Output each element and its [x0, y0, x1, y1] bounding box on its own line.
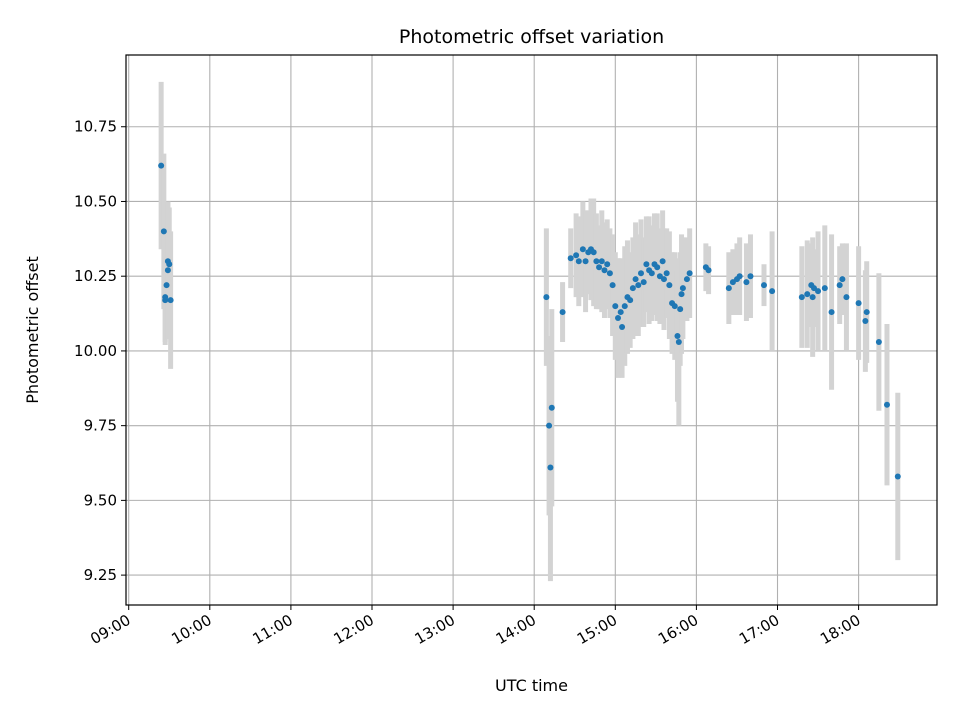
- data-point: [815, 288, 822, 295]
- data-point: [629, 285, 636, 292]
- data-point: [883, 401, 890, 408]
- data-point: [548, 404, 555, 411]
- data-point: [596, 264, 603, 271]
- data-point: [686, 270, 693, 277]
- data-point: [678, 291, 685, 298]
- data-point: [621, 303, 628, 310]
- y-tick-label: 9.75: [84, 417, 117, 435]
- data-point: [593, 258, 600, 265]
- y-tick-label: 9.50: [84, 491, 117, 509]
- data-point: [736, 273, 743, 280]
- y-axis: 9.25 9.50 9.75 10.00 10.25 10.50 10.75: [74, 118, 126, 584]
- data-point: [637, 270, 644, 277]
- data-point: [836, 282, 843, 289]
- data-point: [862, 318, 869, 325]
- data-point: [158, 162, 165, 169]
- data-point: [619, 324, 626, 331]
- data-point: [679, 285, 686, 292]
- data-point: [705, 267, 712, 274]
- data-point: [654, 264, 661, 271]
- data-point: [666, 282, 673, 289]
- data-point: [660, 276, 667, 283]
- data-point: [164, 267, 171, 274]
- data-point: [635, 282, 642, 289]
- data-point: [573, 252, 580, 259]
- data-point: [559, 309, 566, 316]
- data-point: [855, 300, 862, 307]
- data-point: [839, 276, 846, 283]
- data-point: [160, 228, 167, 235]
- data-point: [663, 270, 670, 277]
- data-point: [671, 303, 678, 310]
- data-point: [609, 282, 616, 289]
- data-point: [606, 270, 613, 277]
- data-point: [162, 297, 169, 304]
- data-point: [875, 338, 882, 345]
- data-point: [632, 276, 639, 283]
- x-axis-label: UTC time: [495, 676, 568, 695]
- data-point: [612, 303, 619, 310]
- data-point: [167, 297, 174, 304]
- y-tick-label: 10.25: [74, 267, 117, 285]
- data-point: [674, 332, 681, 339]
- data-point: [546, 422, 553, 429]
- y-tick-label: 10.00: [74, 342, 117, 360]
- data-point: [590, 249, 597, 256]
- grid: [126, 55, 937, 605]
- data-point: [640, 279, 647, 286]
- data-point: [725, 285, 732, 292]
- data-point: [821, 285, 828, 292]
- data-point: [601, 267, 608, 274]
- data-point: [604, 261, 611, 268]
- data-point: [575, 258, 582, 265]
- data-point: [547, 464, 554, 471]
- data-point: [804, 291, 811, 298]
- data-point: [743, 279, 750, 286]
- data-point: [843, 294, 850, 301]
- data-point: [166, 261, 173, 268]
- data-point: [798, 294, 805, 301]
- data-point: [579, 246, 586, 253]
- data-point: [677, 306, 684, 313]
- data-points: [158, 162, 901, 480]
- data-point: [809, 294, 816, 301]
- y-axis-label: Photometric offset: [23, 256, 42, 404]
- data-point: [683, 276, 690, 283]
- data-point: [543, 294, 550, 301]
- data-point: [894, 473, 901, 480]
- plot-frame: [125, 54, 938, 606]
- data-point: [648, 270, 655, 277]
- data-point: [163, 282, 170, 289]
- data-point: [617, 309, 624, 316]
- data-point: [659, 258, 666, 265]
- data-point: [769, 288, 776, 295]
- data-point: [582, 258, 589, 265]
- y-tick-label: 10.50: [74, 192, 117, 210]
- y-tick-label: 9.25: [84, 566, 117, 584]
- data-point: [643, 261, 650, 268]
- data-point: [760, 282, 767, 289]
- y-tick-label: 10.75: [74, 118, 117, 136]
- data-point: [675, 338, 682, 345]
- chart-title: Photometric offset variation: [399, 26, 664, 48]
- data-point: [627, 297, 634, 304]
- data-point: [747, 273, 754, 280]
- data-point: [567, 255, 574, 262]
- data-point: [598, 258, 605, 265]
- data-point: [615, 315, 622, 322]
- data-point: [863, 309, 870, 316]
- data-point: [828, 309, 835, 316]
